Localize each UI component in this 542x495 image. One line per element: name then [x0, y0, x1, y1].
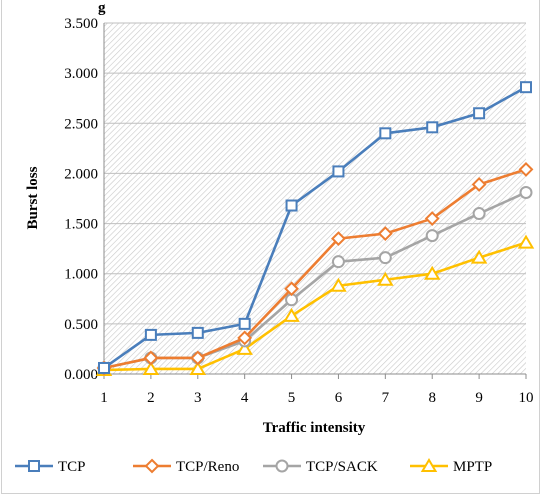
- data-point-marker: [331, 231, 346, 247]
- x-tick-label: 9: [475, 390, 483, 406]
- legend-item: TCP/Reno: [133, 458, 239, 475]
- data-point-marker: [471, 177, 487, 192]
- data-point-marker: [283, 307, 300, 322]
- x-tick-label: 5: [288, 390, 296, 406]
- x-tick-label: 1: [100, 390, 108, 406]
- data-point-marker: [190, 350, 206, 366]
- data-point-marker: [191, 326, 204, 339]
- legend-label: MPTP: [453, 459, 492, 475]
- data-point-marker: [520, 81, 532, 94]
- legend-marker: [144, 458, 160, 474]
- legend-marker: [28, 460, 40, 472]
- data-point-marker: [472, 207, 486, 221]
- series-line: [103, 168, 527, 370]
- legend-marker: [420, 458, 438, 472]
- legend-item: MPTP: [410, 458, 492, 475]
- legend-label: TCP/SACK: [306, 459, 378, 475]
- data-point-marker: [237, 330, 253, 346]
- data-point-marker: [189, 361, 207, 375]
- data-point-marker: [519, 185, 533, 199]
- y-tick-label: 0.500: [64, 317, 98, 333]
- data-point-marker: [379, 127, 392, 140]
- series-line: [103, 86, 527, 370]
- y-tick-label: 1.500: [64, 217, 98, 233]
- data-point-marker: [284, 281, 299, 297]
- data-point-marker: [238, 317, 251, 330]
- y-axis-title: Burst loss: [25, 166, 41, 229]
- x-tick-label: 7: [382, 390, 390, 406]
- x-tick-label: 2: [147, 390, 155, 406]
- data-point-marker: [426, 121, 439, 134]
- y-tick-label: 1.000: [64, 267, 98, 283]
- y-tick-label: 3.000: [64, 66, 98, 82]
- data-point-marker: [332, 165, 345, 178]
- legend-label: TCP/Reno: [176, 459, 239, 475]
- data-point-marker: [98, 361, 110, 374]
- data-point-marker: [470, 249, 488, 264]
- data-point-marker: [473, 107, 486, 120]
- data-point-marker: [142, 361, 160, 375]
- plot-area: [104, 23, 526, 374]
- legend-item: TCP/SACK: [263, 459, 378, 475]
- legend-marker: [275, 459, 289, 473]
- data-point-marker: [285, 199, 298, 212]
- data-point-marker: [330, 277, 347, 292]
- data-point-marker: [423, 265, 441, 280]
- x-axis-title: Traffic intensity: [263, 420, 366, 436]
- data-point-marker: [377, 271, 394, 286]
- y-tick-label: 3.500: [64, 16, 98, 32]
- y-tick-label: 0.000: [64, 367, 98, 383]
- data-point-marker: [378, 251, 392, 265]
- data-point-marker: [331, 255, 345, 269]
- data-point-marker: [517, 234, 535, 249]
- data-point-marker: [144, 328, 157, 341]
- series-tcp: [98, 81, 532, 374]
- x-tick-label: 10: [519, 390, 534, 406]
- x-tick-label: 6: [335, 390, 343, 406]
- series-line: [103, 241, 527, 372]
- data-point-marker: [236, 340, 253, 355]
- x-tick-label: 3: [194, 390, 202, 406]
- data-point-marker: [143, 350, 159, 366]
- legend-label: TCP: [58, 459, 86, 475]
- y-tick-label: 2.000: [64, 166, 98, 182]
- y-tick-label: 2.500: [64, 116, 98, 132]
- x-tick-label: 8: [428, 390, 436, 406]
- legend-item: TCP: [15, 459, 86, 475]
- top-title-fragment: g: [98, 0, 106, 16]
- x-tick-label: 4: [241, 390, 249, 406]
- data-point-marker: [425, 229, 439, 243]
- data-point-marker: [424, 211, 440, 226]
- data-point-marker: [377, 226, 393, 242]
- data-point-marker: [518, 162, 534, 177]
